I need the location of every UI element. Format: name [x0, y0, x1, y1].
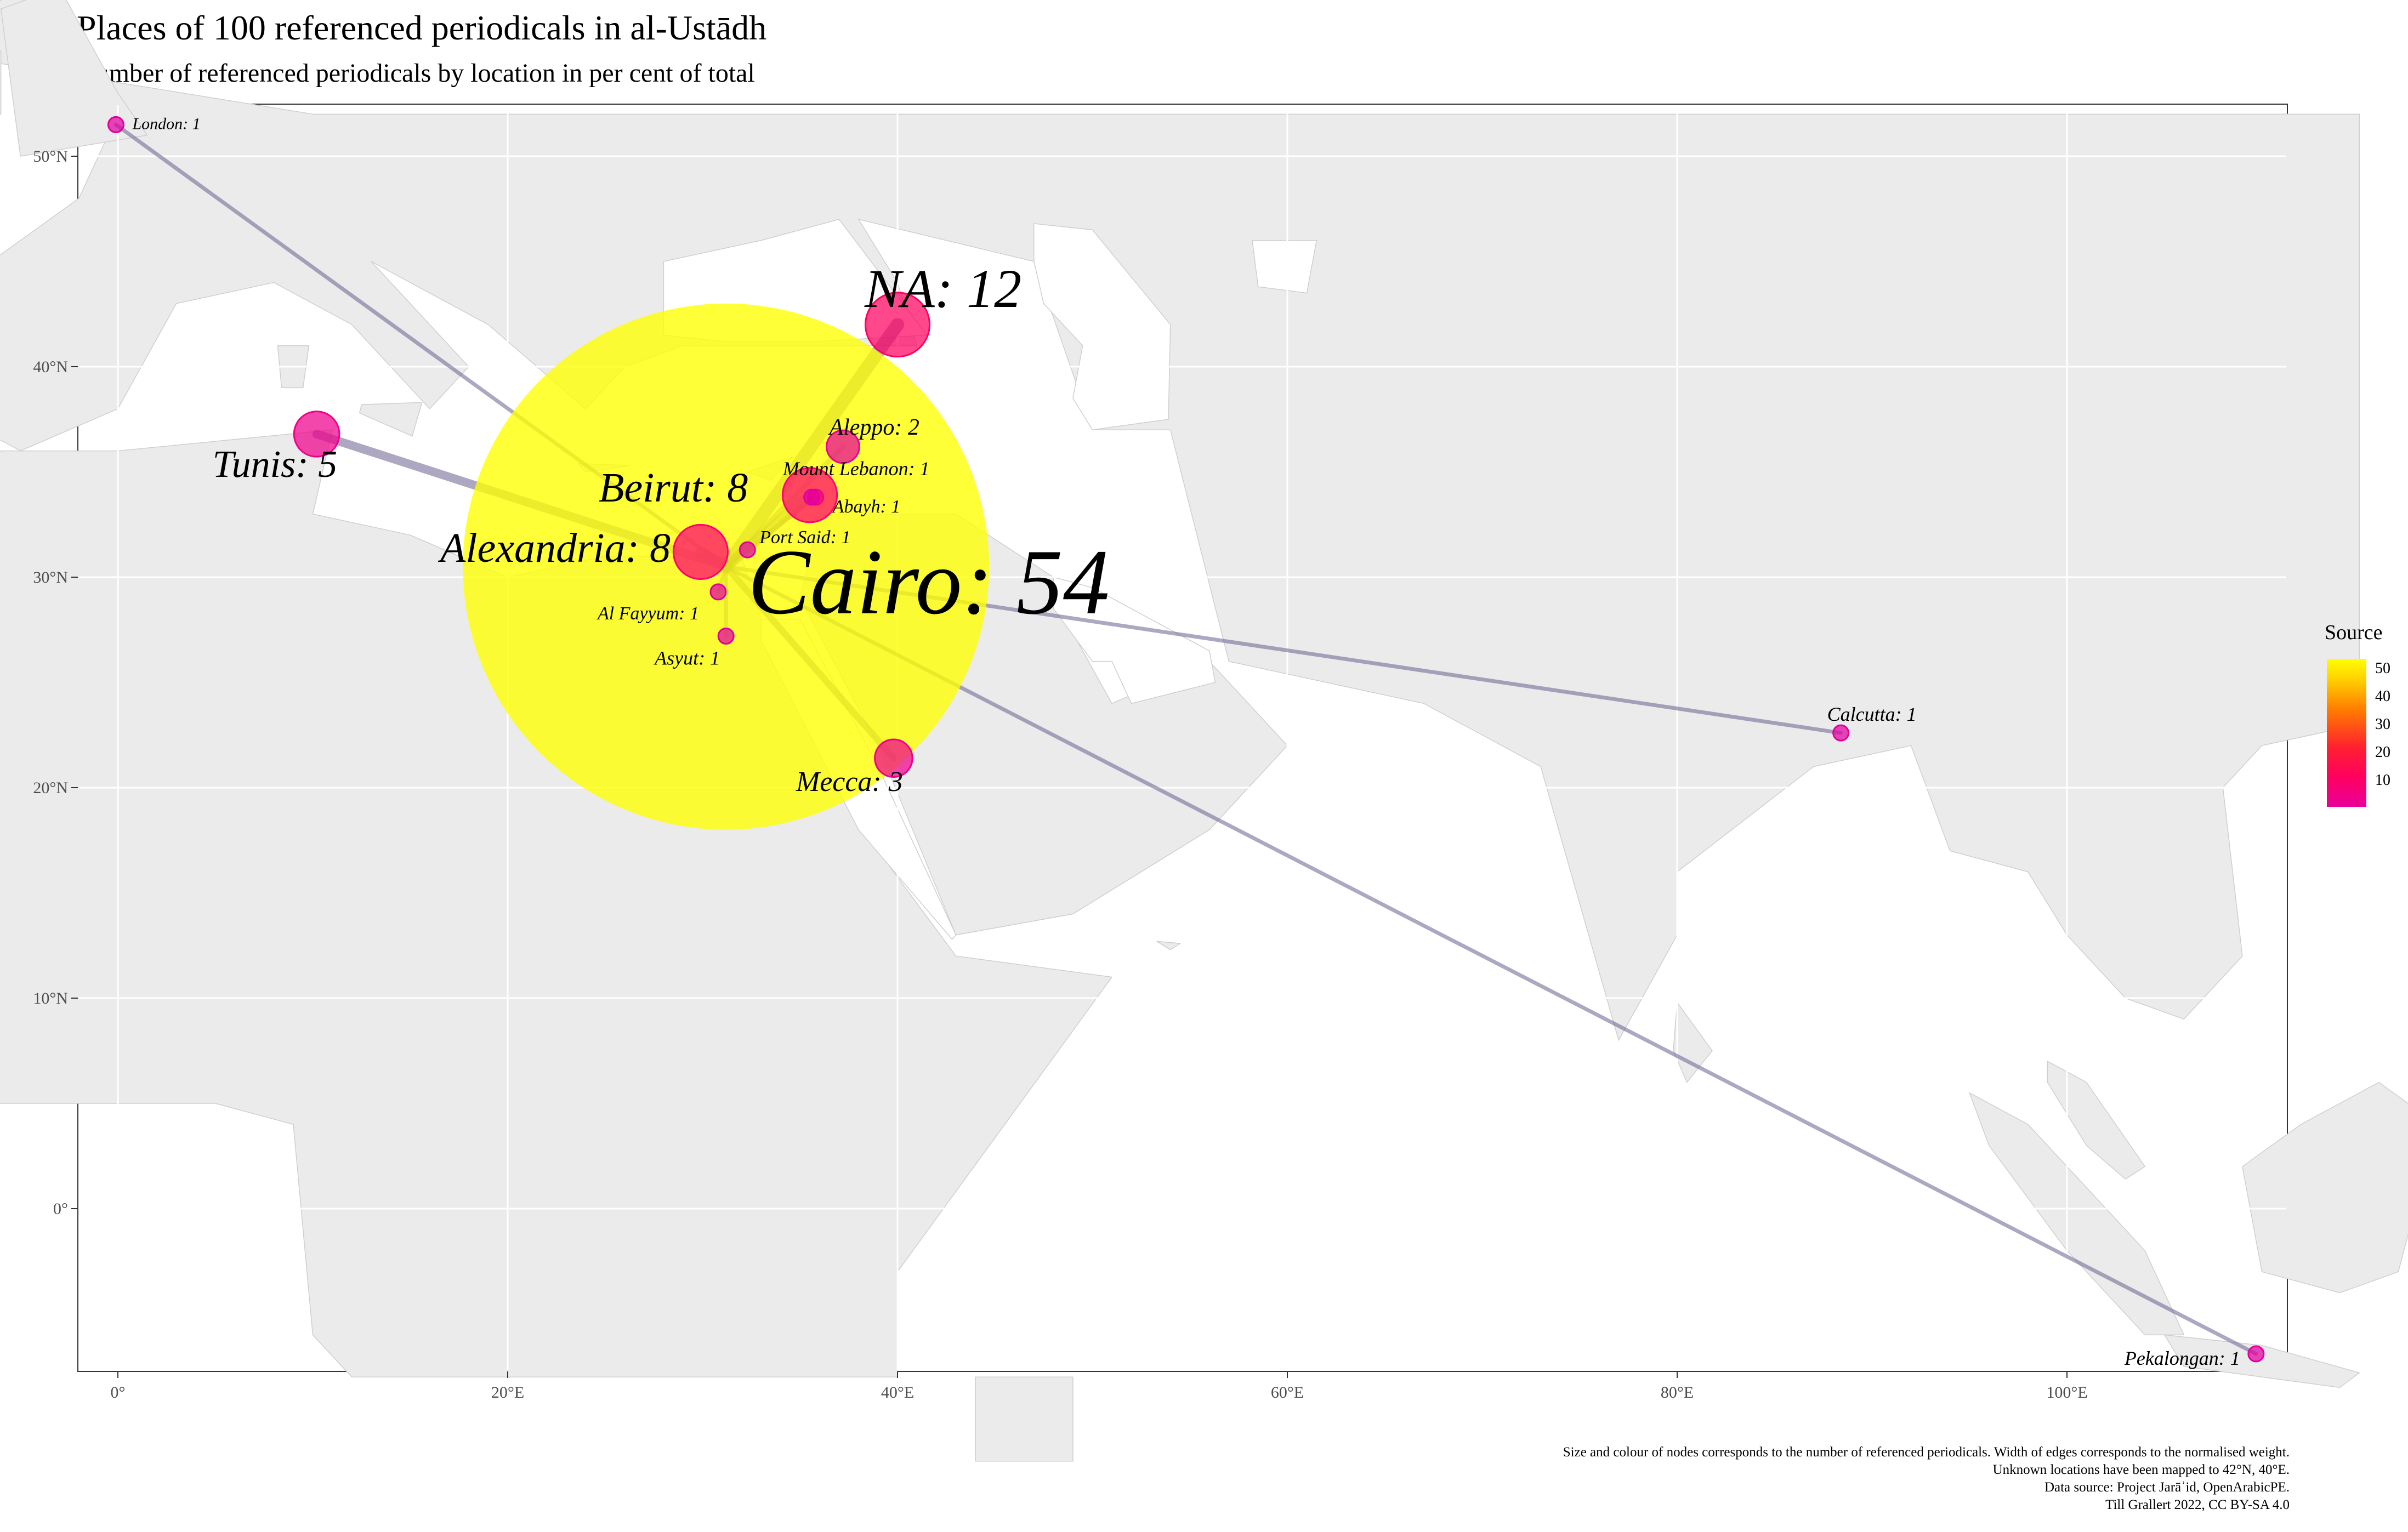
y-tick-label: 30°N — [33, 568, 68, 586]
label-al-fayyum: Al Fayyum: 1 — [597, 603, 699, 624]
chart-subtitle: Number of referenced periodicals by loca… — [77, 59, 755, 88]
node-al-fayyum — [709, 583, 727, 601]
legend-tick-label: 30 — [2375, 716, 2390, 733]
land-borneo — [2242, 1081, 2408, 1294]
node-port-said — [739, 541, 756, 559]
node-calcutta — [1832, 724, 1850, 742]
legend-tick-label: 20 — [2375, 744, 2390, 761]
legend-title: Source — [2325, 621, 2383, 644]
land-madagascar — [975, 1376, 1074, 1462]
land-sri-lanka — [1673, 1001, 1713, 1084]
label-mount-lebanon: Mount Lebanon: 1 — [782, 458, 930, 480]
label-asyut: Asyut: 1 — [654, 647, 720, 669]
node-pekalongan — [2247, 1345, 2265, 1363]
caspian-sea — [1033, 223, 1171, 431]
gridlines — [79, 105, 2286, 1370]
node-alexandria — [672, 523, 729, 580]
legend-tick-label: 10 — [2375, 772, 2390, 789]
y-tick-label: 50°N — [33, 147, 68, 166]
label-alexandria: Alexandria: 8 — [438, 525, 671, 571]
node-mecca — [874, 738, 913, 778]
label-london: London: 1 — [132, 115, 200, 133]
caption-line: Data source: Project Jarāʾid, OpenArabic… — [2044, 1480, 2290, 1495]
legend-tick-label: 40 — [2375, 688, 2390, 705]
caption-line: Unknown locations have been mapped to 42… — [1992, 1462, 2290, 1477]
land-malay — [2047, 1060, 2146, 1180]
label-calcutta: Calcutta: 1 — [1827, 703, 1917, 725]
label-beirut: Beirut: 8 — [599, 465, 748, 511]
label-aleppo: Aleppo: 2 — [827, 415, 919, 440]
x-tick-label: 100°E — [2046, 1383, 2087, 1402]
node-asyut — [717, 628, 735, 645]
land-ireland — [0, 50, 2, 115]
node-tunis — [293, 411, 340, 458]
label-tunis: Tunis: 5 — [213, 443, 338, 486]
legend-tick-label: 50 — [2375, 660, 2390, 677]
network-nodes — [107, 116, 2265, 1363]
caption-line: Till Grallert 2022, CC BY-SA 4.0 — [2105, 1497, 2290, 1512]
x-tick-label: 0° — [111, 1383, 126, 1402]
land-java — [2163, 1334, 2360, 1388]
legend-colorbar — [2327, 659, 2366, 807]
axes: 0° 20°E 40°E 60°E 80°E 100°E 0° 10°N 20°N 30°N 40°… — [33, 147, 2087, 1402]
persian-gulf — [1053, 577, 1216, 704]
land-britain — [0, 0, 148, 157]
label-cairo: Cairo: 54 — [748, 531, 1110, 634]
node-cairo — [463, 303, 990, 830]
label-pekalongan: Pekalongan: 1 — [2124, 1347, 2240, 1369]
node-labels: London: 1 NA: 12 Tunis: 5 Aleppo: 2 Mount Le… — [132, 115, 2240, 1369]
y-tick-label: 0° — [53, 1200, 68, 1218]
label-abayh: Abayh: 1 — [832, 497, 901, 517]
node-aleppo — [826, 429, 860, 464]
label-na: NA: 12 — [864, 258, 1021, 319]
caption: Size and colour of nodes corresponds to … — [1563, 1444, 2290, 1514]
caption-line: Size and colour of nodes corresponds to … — [1563, 1445, 2290, 1460]
land-sicily — [359, 402, 423, 437]
x-tick-label: 60°E — [1271, 1383, 1304, 1402]
y-tick-label: 20°N — [33, 779, 68, 797]
node-abayh — [803, 488, 821, 506]
land-socotra — [1156, 941, 1182, 950]
aral-sea — [1252, 240, 1317, 294]
x-tick-label: 20°E — [491, 1383, 524, 1402]
edge-pekalongan — [724, 565, 2258, 1356]
y-tick-label: 10°N — [33, 989, 68, 1007]
x-tick-label: 80°E — [1661, 1383, 1694, 1402]
x-tick-label: 40°E — [881, 1383, 914, 1402]
label-port-said: Port Said: 1 — [759, 527, 850, 548]
y-tick-label: 40°N — [33, 358, 68, 376]
color-legend: Source 50 40 30 20 10 — [2325, 620, 2390, 807]
node-na — [865, 292, 930, 358]
node-london — [107, 116, 124, 133]
label-mecca: Mecca: 3 — [796, 766, 903, 798]
chart-title: Places of 100 referenced periodicals in … — [77, 8, 767, 47]
